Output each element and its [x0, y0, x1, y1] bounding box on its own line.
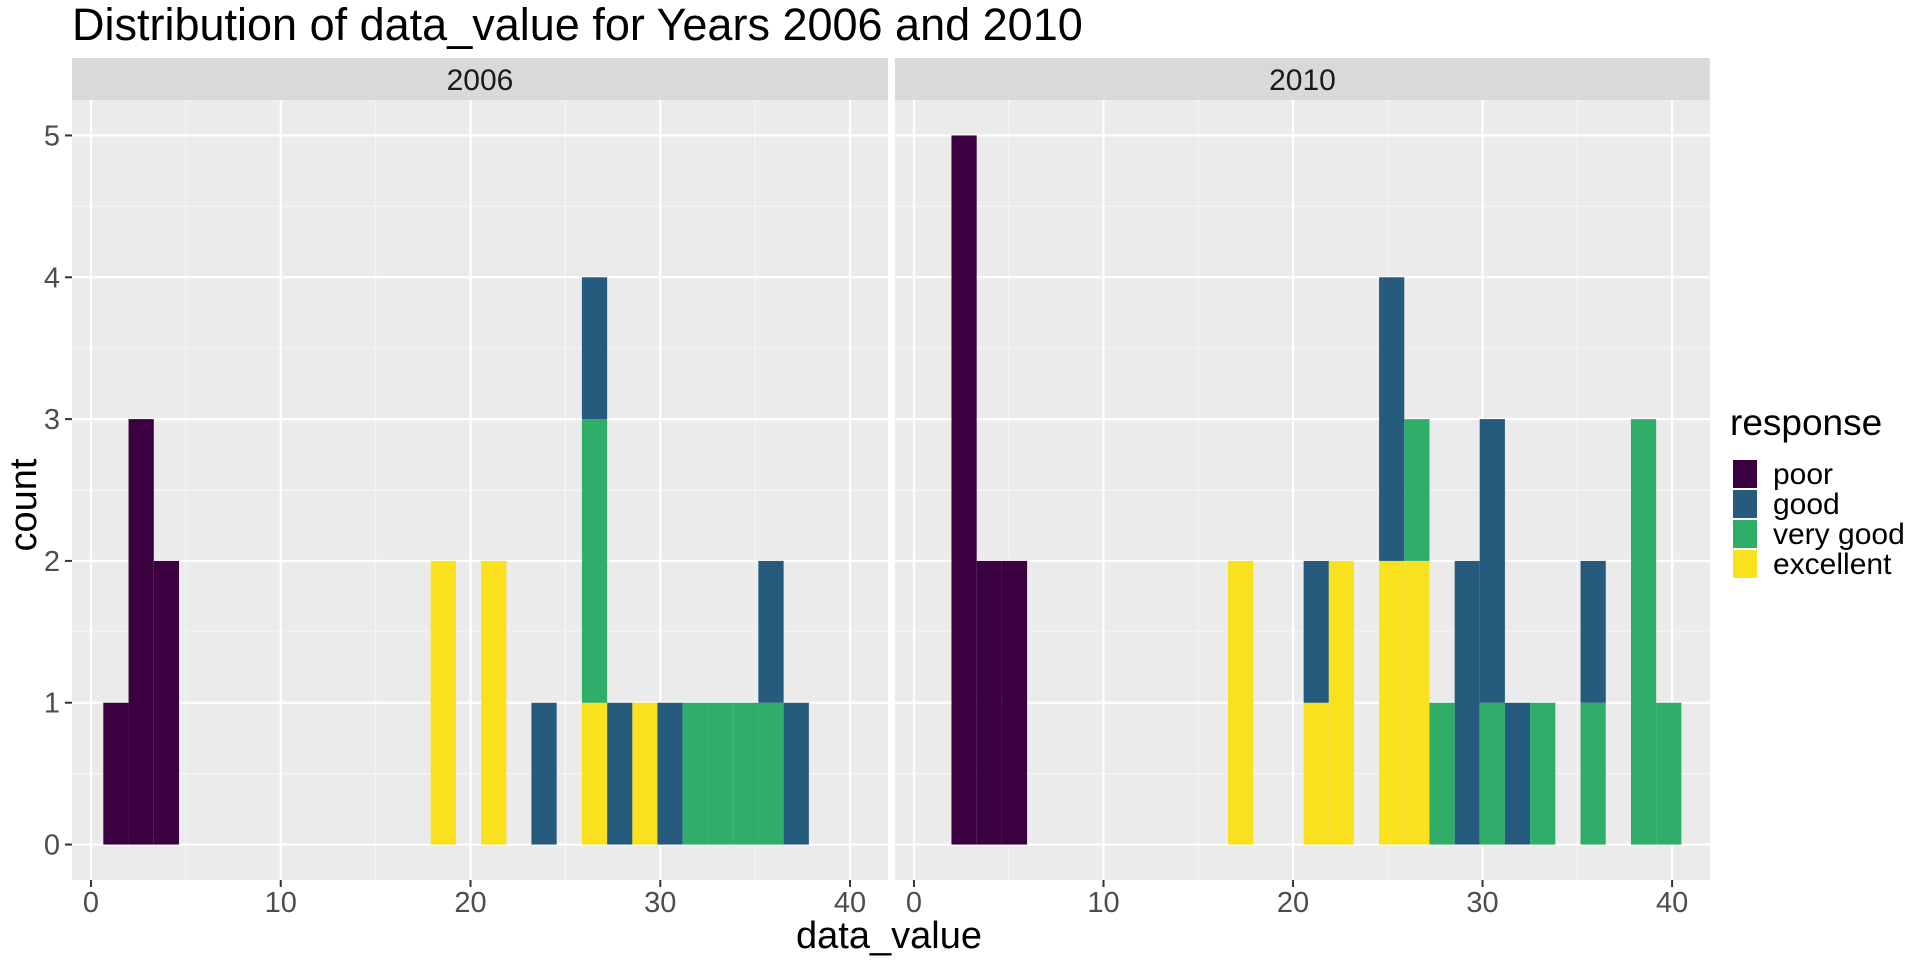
bar-good — [531, 702, 557, 845]
bar-good — [581, 277, 608, 420]
bar-excellent — [632, 702, 658, 845]
bar-excellent — [581, 702, 608, 845]
bar-excellent — [1303, 702, 1329, 845]
facet-strip — [895, 58, 1710, 100]
facet-strip-label: 2010 — [1269, 64, 1336, 97]
x-tick-label: 20 — [454, 887, 486, 919]
bar-very-good — [733, 702, 759, 845]
bar-poor — [153, 560, 180, 845]
y-tick-label: 3 — [44, 404, 60, 436]
facet-panel-2006: 2006 0 10 20 30 40 — [72, 58, 888, 919]
x-tick-label: 0 — [906, 887, 922, 919]
bar-good — [1303, 560, 1329, 703]
y-tick-label: 2 — [44, 546, 60, 578]
bar-good — [758, 560, 784, 703]
bar-very-good — [1580, 702, 1606, 845]
bar-very-good — [1404, 419, 1430, 561]
bar-good — [1504, 702, 1531, 845]
bar-poor — [976, 560, 1002, 845]
y-axis: 0 1 2 3 4 5 — [44, 120, 72, 862]
facet-strip-label: 2006 — [447, 64, 514, 97]
legend-label-poor: poor — [1773, 458, 1833, 491]
y-tick-label: 1 — [44, 688, 60, 720]
bar-excellent — [1228, 560, 1254, 845]
legend-key-poor — [1733, 460, 1757, 488]
bar-good — [1580, 560, 1606, 703]
bar-good — [607, 702, 633, 845]
bar-good — [783, 702, 809, 845]
bar-good — [657, 702, 683, 845]
x-tick-label: 30 — [1466, 887, 1498, 919]
facet-strip — [72, 58, 888, 100]
bar-poor — [103, 702, 129, 845]
legend-label-good: good — [1773, 488, 1840, 521]
bar-excellent — [430, 560, 456, 845]
legend-title: response — [1730, 402, 1882, 443]
x-axis-label: data_value — [796, 915, 982, 957]
x-tick-label: 40 — [1656, 887, 1688, 919]
bar-very-good — [758, 702, 784, 845]
legend-key-very-good — [1733, 520, 1757, 548]
x-tick-label: 30 — [644, 887, 676, 919]
bar-poor — [128, 419, 154, 845]
y-axis-label: count — [3, 458, 45, 551]
bar-very-good — [1656, 702, 1682, 845]
bar-excellent — [1328, 560, 1354, 845]
bar-very-good — [1479, 702, 1505, 845]
bar-very-good — [707, 702, 734, 845]
y-tick-label: 4 — [44, 262, 60, 294]
bar-very-good — [581, 419, 608, 703]
bar-excellent — [1379, 560, 1405, 845]
bar-poor — [951, 135, 977, 845]
bar-excellent — [1404, 560, 1430, 845]
bar-very-good — [682, 702, 708, 845]
bar-good — [1379, 277, 1405, 561]
facet-panel-2010: 2010 0 10 20 30 40 — [895, 58, 1710, 919]
bar-poor — [1001, 560, 1028, 845]
bar-very-good — [1429, 702, 1455, 845]
x-tick-label: 40 — [834, 887, 866, 919]
facets-layer: 2006 0 10 20 30 40 2010 0 10 20 30 40 0 1 2 3 4 5 — [44, 58, 1710, 919]
y-tick-label: 0 — [44, 830, 60, 862]
legend-label-very-good: very good — [1773, 518, 1905, 551]
bar-very-good — [1630, 419, 1657, 845]
legend-key-good — [1733, 490, 1757, 518]
bar-good — [1454, 560, 1480, 845]
x-tick-label: 20 — [1277, 887, 1309, 919]
legend-label-excellent: excellent — [1773, 548, 1892, 581]
x-tick-label: 10 — [265, 887, 297, 919]
x-tick-label: 10 — [1087, 887, 1119, 919]
bar-excellent — [481, 560, 507, 845]
bar-good — [1479, 419, 1505, 703]
x-tick-label: 0 — [83, 887, 99, 919]
bar-very-good — [1530, 702, 1556, 845]
legend-key-excellent — [1733, 550, 1757, 578]
chart-title: Distribution of data_value for Years 200… — [72, 0, 1083, 50]
y-tick-label: 5 — [44, 120, 60, 152]
